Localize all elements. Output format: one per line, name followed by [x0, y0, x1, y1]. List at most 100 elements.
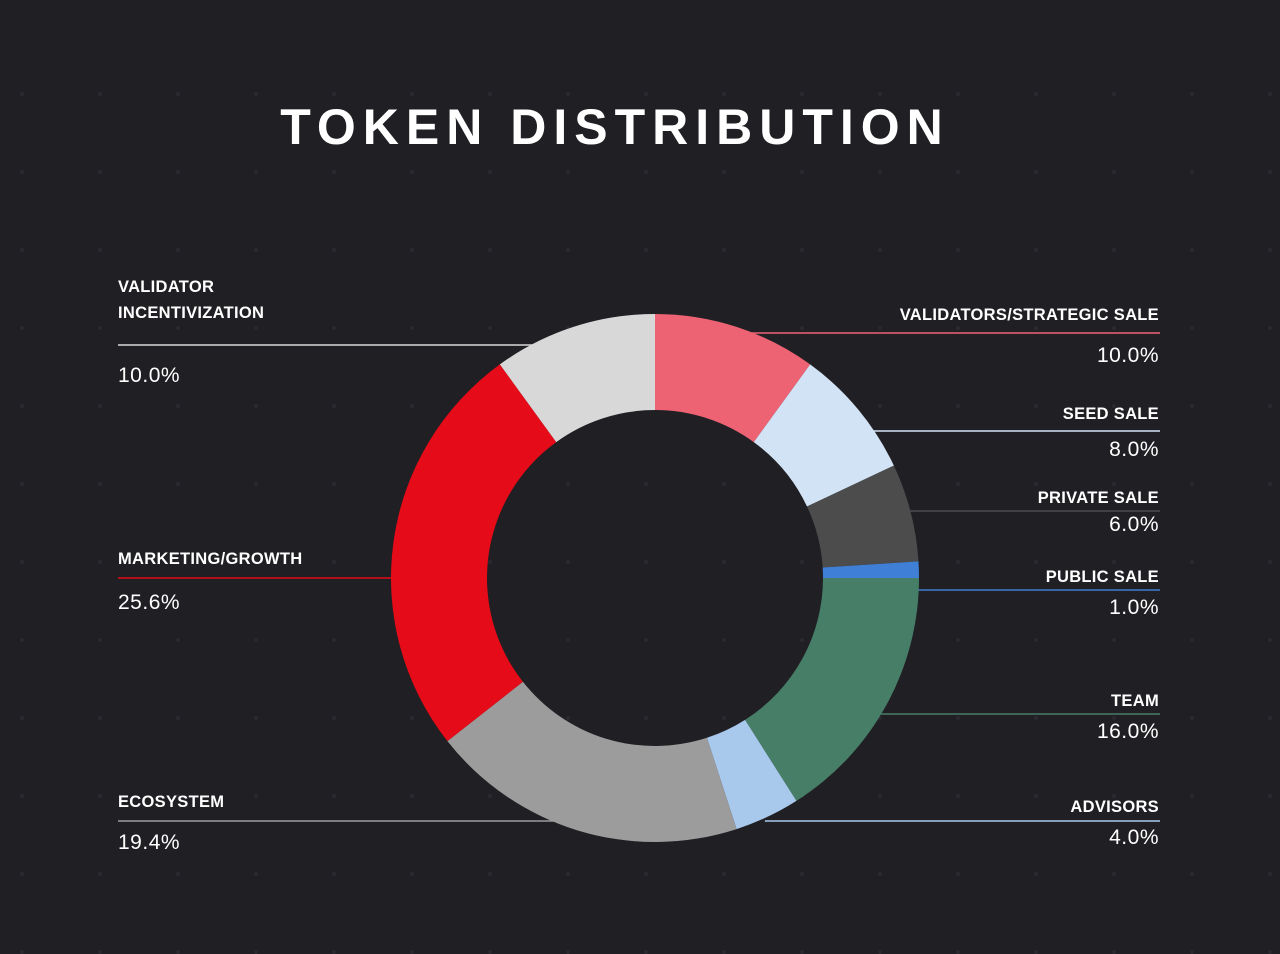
background-dot: [254, 248, 258, 252]
label-public-sale: PUBLIC SALE: [1045, 568, 1159, 586]
background-dot: [1268, 92, 1272, 96]
background-dot: [332, 92, 336, 96]
donut-slice-team: [745, 578, 919, 801]
background-dot: [254, 560, 258, 564]
background-dot: [410, 326, 414, 330]
background-dot: [410, 716, 414, 720]
background-dot: [566, 872, 570, 876]
background-dot: [1190, 560, 1194, 564]
background-dot: [410, 404, 414, 408]
background-dot: [488, 560, 492, 564]
background-dot: [722, 638, 726, 642]
background-dot: [800, 872, 804, 876]
donut-slice-validator-incentivization: [499, 314, 655, 443]
background-dot: [1034, 482, 1038, 486]
background-dot: [644, 872, 648, 876]
background-dot: [800, 638, 804, 642]
background-dot: [956, 170, 960, 174]
background-dot: [566, 716, 570, 720]
donut-slice-advisors: [706, 719, 797, 830]
background-dot: [1268, 170, 1272, 174]
background-dot: [254, 92, 258, 96]
background-dot: [176, 794, 180, 798]
background-dot: [1034, 794, 1038, 798]
background-dot: [98, 92, 102, 96]
background-dot: [956, 92, 960, 96]
background-dot: [410, 92, 414, 96]
donut-slice-seed-sale: [753, 364, 894, 507]
background-dot: [566, 326, 570, 330]
background-dot: [1034, 716, 1038, 720]
background-dot: [1112, 560, 1116, 564]
background-dot: [644, 248, 648, 252]
background-dot: [332, 482, 336, 486]
value-validator-incentivization: 10.0%: [118, 364, 181, 387]
background-dot: [956, 794, 960, 798]
background-dot: [98, 248, 102, 252]
background-dot: [176, 638, 180, 642]
donut-slice-marketing-growth: [391, 364, 557, 742]
background-dot: [254, 638, 258, 642]
donut-slice-ecosystem: [447, 681, 737, 842]
background-dot: [20, 92, 24, 96]
background-dot: [1190, 638, 1194, 642]
value-team: 16.0%: [1096, 720, 1159, 743]
background-dot: [1112, 92, 1116, 96]
background-dot: [644, 638, 648, 642]
background-dot: [878, 326, 882, 330]
background-dot: [1268, 872, 1272, 876]
background-dot: [1268, 560, 1272, 564]
background-dot: [332, 872, 336, 876]
background-dot: [878, 92, 882, 96]
background-dot: [722, 716, 726, 720]
background-dot: [800, 248, 804, 252]
donut-slice-private-sale: [807, 465, 919, 568]
background-dot: [254, 482, 258, 486]
background-dot: [20, 482, 24, 486]
background-dot: [254, 716, 258, 720]
background-dot: [878, 170, 882, 174]
background-dot: [878, 872, 882, 876]
background-dot: [176, 872, 180, 876]
background-dot: [176, 716, 180, 720]
background-dot: [410, 170, 414, 174]
donut-slice-public-sale: [822, 561, 919, 578]
background-dot: [644, 560, 648, 564]
chart-title: TOKEN DISTRIBUTION: [280, 99, 950, 155]
background-dot: [1034, 92, 1038, 96]
background-dot: [956, 716, 960, 720]
background-dot: [1112, 716, 1116, 720]
background-dot: [1034, 404, 1038, 408]
background-dot: [20, 248, 24, 252]
background-dot: [176, 482, 180, 486]
background-dot: [878, 404, 882, 408]
background-dot: [1112, 248, 1116, 252]
background-dot: [800, 170, 804, 174]
background-dot: [254, 872, 258, 876]
background-dot: [20, 716, 24, 720]
background-dot: [1268, 326, 1272, 330]
background-dot: [1190, 248, 1194, 252]
background-dot: [98, 560, 102, 564]
value-ecosystem: 19.4%: [118, 831, 181, 854]
background-dot: [1268, 248, 1272, 252]
background-dot: [1268, 716, 1272, 720]
label-seed-sale: SEED SALE: [1062, 405, 1159, 423]
background-dot: [722, 872, 726, 876]
background-dot: [20, 326, 24, 330]
background-dot: [1190, 716, 1194, 720]
value-marketing-growth: 25.6%: [118, 591, 181, 614]
background-dot: [956, 482, 960, 486]
background-dot: [644, 716, 648, 720]
background-dot: [332, 716, 336, 720]
background-dot: [20, 638, 24, 642]
background-dot: [956, 404, 960, 408]
background-dot: [332, 638, 336, 642]
background-dot: [410, 872, 414, 876]
background-dot: [1190, 872, 1194, 876]
background-dot: [20, 794, 24, 798]
background-dot: [1190, 326, 1194, 330]
donut-slice-validators-strategic-sale: [655, 314, 811, 443]
label-validators-strategic-sale: VALIDATORS/STRATEGIC SALE: [899, 306, 1159, 324]
